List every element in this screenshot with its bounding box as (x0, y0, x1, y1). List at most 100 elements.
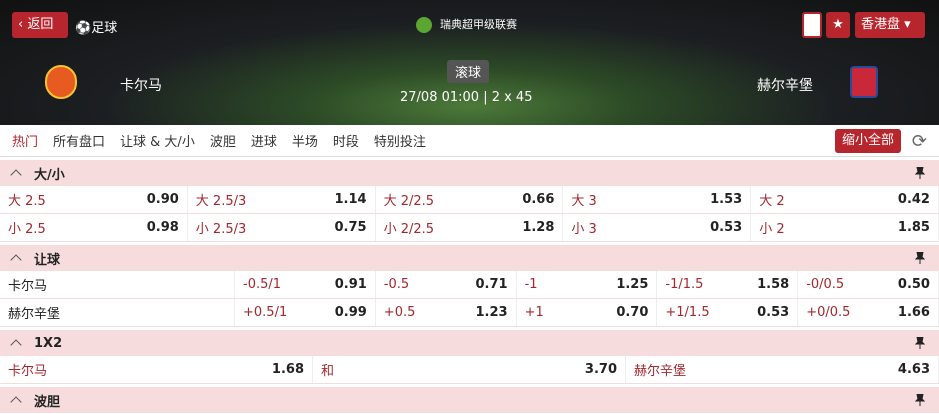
odds-label: +1 (524, 305, 544, 320)
odds-row: 卡尔马 -0.5/1 0.91 -0.5 0.71 -1 1.25 -1/1.5 1.58 -0/… (0, 271, 939, 299)
odds-label: 大 2 (759, 194, 785, 209)
odds-cell[interactable]: -1 1.25 (517, 271, 658, 298)
odds-row: 卡尔马 1.68 和 3.70 赫尔辛堡 4.63 (0, 356, 939, 384)
odds-cell[interactable]: 大 3 1.53 (563, 186, 752, 213)
odds-cell[interactable]: -0/0.5 0.50 (798, 271, 939, 298)
odds-label: 赫尔辛堡 (634, 364, 687, 379)
odds-label: 大 2.5/3 (195, 194, 247, 209)
odds-label: 和 (321, 364, 335, 379)
odds-cell[interactable]: 大 2.5/3 1.14 (188, 186, 376, 213)
section-title: 大/小 (34, 167, 65, 183)
odds-cell[interactable]: 和 3.70 (313, 356, 626, 383)
section-title: 让球 (34, 252, 61, 268)
odds-cell[interactable]: 大 2 0.42 (751, 186, 939, 213)
team-name: 赫尔辛堡 (0, 299, 235, 326)
odds-value: 0.71 (475, 277, 508, 292)
favorite-button[interactable]: ★ (826, 12, 850, 38)
odds-value: 0.53 (757, 305, 790, 320)
refresh[interactable]: ⟳ (911, 131, 927, 152)
odds-row: 赫尔辛堡 +0.5/1 0.99 +0.5 1.23 +1 0.70 +1/1.5 0.53 +0… (0, 299, 939, 327)
tab-bar: 热门 所有盘口 让球 & 大/小 波胆 进球 半场 时段 特别投注 缩小全部 ⟳ (0, 125, 939, 157)
odds-cell[interactable]: 小 2/2.5 1.28 (376, 214, 564, 241)
match-status: 滚球 (447, 60, 490, 83)
odds-value: 1.68 (271, 362, 304, 377)
back-button[interactable]: ‹ 返回 (12, 12, 68, 38)
pin-icon (914, 336, 926, 353)
tab[interactable]: 波胆 (209, 135, 236, 150)
league-label: 瑞典超甲级联赛 (440, 18, 517, 31)
tab[interactable]: 时段 (332, 135, 359, 150)
odds-value: 1.53 (710, 192, 743, 207)
odds-label: -0.5/1 (243, 277, 282, 292)
odds-label: -1 (524, 277, 538, 292)
sport-label: 足球 (91, 21, 118, 36)
odds-format-label: 香港盘 (861, 17, 901, 32)
collapse-all[interactable]: 缩小全部 (835, 129, 901, 153)
tab[interactable]: 半场 (291, 135, 318, 150)
section-title: 1X2 (34, 335, 63, 351)
odds-cell[interactable]: -1/1.5 1.58 (657, 271, 799, 298)
collapse-icon (10, 254, 22, 266)
tab[interactable]: 热门 (12, 135, 39, 150)
lang-icon[interactable] (802, 12, 822, 38)
odds-value: 1.66 (897, 305, 930, 320)
odds-label: -0.5 (383, 277, 410, 292)
odds-cell[interactable]: 小 3 0.53 (563, 214, 752, 241)
odds-value: 1.23 (475, 305, 508, 320)
odds-value: 0.66 (522, 192, 555, 207)
odds-label: 大 2.5 (8, 194, 46, 209)
odds-label: 卡尔马 (8, 364, 48, 379)
odds-cell[interactable]: +1/1.5 0.53 (657, 299, 799, 326)
odds-cell[interactable]: +0.5/1 0.99 (235, 299, 376, 326)
tab[interactable]: 让球 & 大/小 (120, 135, 195, 150)
odds-value: 0.91 (334, 277, 367, 292)
odds-value: 1.58 (757, 277, 790, 292)
odds-label: 小 3 (571, 222, 597, 237)
odds-value: 0.50 (897, 277, 930, 292)
odds-cell[interactable]: 卡尔马 1.68 (0, 356, 313, 383)
pin-icon (914, 166, 926, 183)
odds-label: 小 2 (759, 222, 785, 237)
odds-cell[interactable]: -0.5 0.71 (376, 271, 517, 298)
section-header[interactable]: 大/小 (0, 160, 939, 186)
odds-value: 0.75 (334, 220, 367, 235)
odds-value: 0.70 (616, 305, 649, 320)
odds-cell[interactable]: +0.5 1.23 (376, 299, 517, 326)
section-header[interactable]: 让球 (0, 245, 939, 271)
odds-cell[interactable]: 小 2 1.85 (751, 214, 939, 241)
tab[interactable]: 特别投注 (373, 135, 426, 150)
section-title: 波胆 (34, 394, 61, 410)
odds-cell[interactable]: -0.5/1 0.91 (235, 271, 376, 298)
section-header[interactable]: 1X2 (0, 330, 939, 356)
odds-label: 大 2/2.5 (383, 194, 435, 209)
odds-value: 0.90 (146, 192, 179, 207)
odds-row: 大 2.5 0.90 大 2.5/3 1.14 大 2/2.5 0.66 大 3 1.53 大 … (0, 186, 939, 214)
odds-cell[interactable]: 赫尔辛堡 4.63 (626, 356, 939, 383)
odds-label: 大 3 (571, 194, 597, 209)
odds-cell[interactable]: 小 2.5/3 0.75 (188, 214, 376, 241)
odds-label: +1/1.5 (665, 305, 710, 320)
odds-label: +0.5/1 (243, 305, 288, 320)
odds-cell[interactable]: +0/0.5 1.66 (798, 299, 939, 326)
away-team: 赫尔辛堡 (757, 78, 813, 94)
collapse-icon (10, 169, 22, 181)
home-logo (45, 65, 77, 99)
odds-cell[interactable]: 大 2/2.5 0.66 (376, 186, 564, 213)
odds-cell[interactable]: +1 0.70 (517, 299, 658, 326)
tab[interactable]: 所有盘口 (53, 135, 106, 150)
section-header[interactable]: 波胆 (0, 387, 939, 413)
tab[interactable]: 进球 (250, 135, 277, 150)
odds-value: 0.53 (710, 220, 743, 235)
odds-value: 3.70 (584, 362, 617, 377)
odds-label: -0/0.5 (806, 277, 845, 292)
back-label: 返回 (27, 17, 54, 32)
odds-cell[interactable]: 大 2.5 0.90 (0, 186, 188, 213)
away-logo (850, 66, 878, 98)
markets: 大/小大 2.5 0.90 大 2.5/3 1.14 大 2/2.5 0.66 大 3 1.5… (0, 160, 939, 413)
odds-format[interactable]: 香港盘 ▾ (855, 12, 925, 38)
odds-label: +0.5 (383, 305, 416, 320)
odds-value: 1.85 (897, 220, 930, 235)
odds-value: 1.25 (616, 277, 649, 292)
team-name: 卡尔马 (0, 271, 235, 298)
odds-cell[interactable]: 小 2.5 0.98 (0, 214, 188, 241)
